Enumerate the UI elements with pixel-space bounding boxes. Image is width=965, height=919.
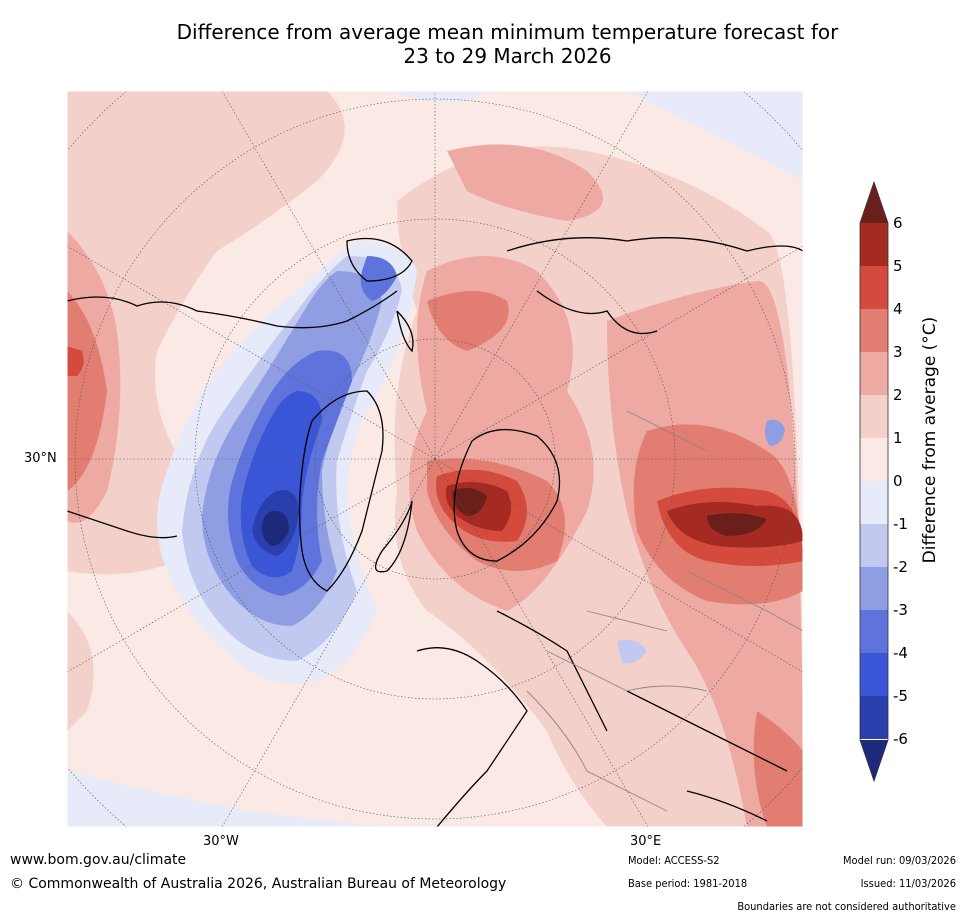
colorbar-tick-label: -1 [893,515,908,533]
longitude-label-30w: 30°W [203,834,239,849]
colorbar-svg [859,180,889,783]
colorbar-swatch-5to6 [860,223,888,266]
colorbar-swatch-2to3 [860,352,888,395]
title-line-1: Difference from average mean minimum tem… [176,20,839,44]
cold-area-small [617,639,647,664]
latitude-label-30n: 30°N [24,451,57,466]
colorbar-tick-label: 6 [893,214,903,232]
cool-area-north [387,91,487,103]
colorbar-swatch-m1to0 [860,481,888,524]
warm-area-3to4-southeast [753,711,803,827]
warm-area-4to5-west [67,346,84,376]
longitude-label-30e: 30°E [630,834,662,849]
colorbar-tick-label: 3 [893,343,903,361]
colorbar-tick-label: 0 [893,472,903,490]
footer-website[interactable]: www.bom.gov.au/climate [10,852,187,868]
colorbar-swatch-m2tom1 [860,524,888,567]
warm-area-gt6-scandinavia [452,487,487,516]
warm-area-3to4-west [67,291,107,491]
colorbar-swatch-4to5 [860,266,888,309]
colorbar-label: Difference from average (°C) [920,316,940,564]
colorbar-tick-label: 1 [893,429,903,447]
footer-model-run: Model run: 09/03/2026 [843,854,956,867]
coastlines [67,237,803,827]
footer-issued: Issued: 11/03/2026 [860,877,956,890]
colorbar-swatch-m4tom3 [860,610,888,653]
colorbar-tick-label: 4 [893,300,903,318]
cold-area-svalbard [360,256,397,301]
colorbar-tick-label: -4 [893,644,908,662]
colorbar-tick-label: 5 [893,257,903,275]
colorbar-swatch-1to2 [860,395,888,438]
forecast-map [67,91,803,827]
cool-area-southwest [67,771,387,827]
warm-area-1to2-southwest [67,611,94,731]
colorbar-extend-low [860,740,888,781]
colorbar-swatch-m3tom2 [860,567,888,610]
title-line-2: 23 to 29 March 2026 [403,44,612,68]
country-borders [526,410,803,812]
colorbar-extend-high [860,182,888,223]
colorbar: 6 5 4 3 2 1 0 -1 -2 -3 -4 -5 -6 [855,180,965,785]
footer-model: Model: ACCESS-S2 [628,854,720,867]
warm-area-2to3-north [447,144,603,221]
chart-title: Difference from average mean minimum tem… [60,20,955,68]
colorbar-tick-label: -6 [893,730,908,748]
warm-area-1to2-west [67,91,345,575]
colorbar-tick-label: -2 [893,558,908,576]
colorbar-tick-label: -5 [893,687,908,705]
warm-area-3to4-north [427,291,509,351]
colorbar-swatch-m5tom4 [860,653,888,696]
footer-base-period: Base period: 1981-2018 [628,877,748,890]
cool-area-northeast [627,91,803,181]
colorbar-tick-label: 2 [893,386,903,404]
cold-area-siberia-spot [765,419,785,446]
colorbar-swatch-m6tom5 [860,696,888,739]
footer-disclaimer: Boundaries are not considered authoritat… [737,900,956,913]
warm-area-gt6-siberia [707,513,767,536]
footer-copyright: © Commonwealth of Australia 2026, Austra… [10,876,507,892]
map-svg [67,91,803,827]
colorbar-swatch-3to4 [860,309,888,352]
colorbar-swatch-0to1 [860,438,888,481]
colorbar-tick-label: -3 [893,601,908,619]
cold-area-ltm6 [261,510,289,546]
